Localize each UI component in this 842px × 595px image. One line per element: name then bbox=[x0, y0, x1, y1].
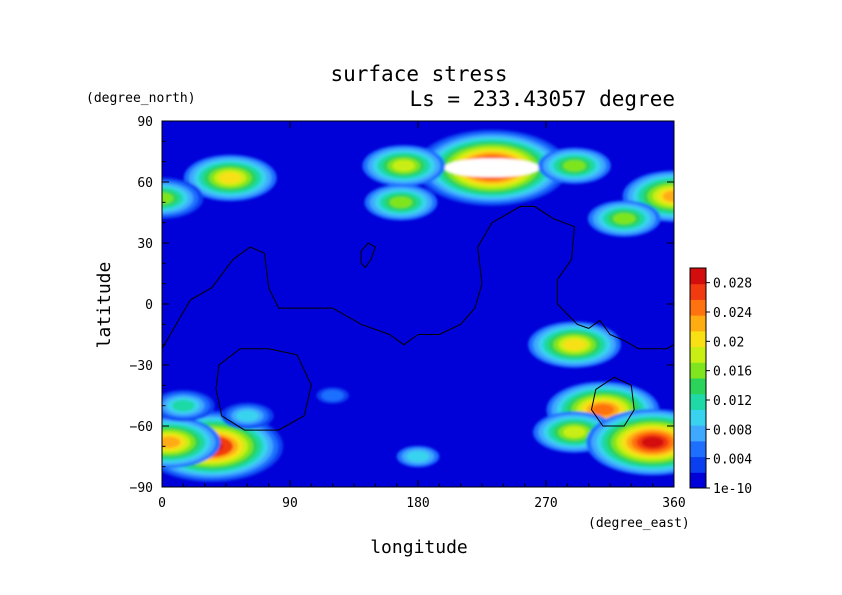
y-tick-label: −90 bbox=[130, 481, 153, 496]
colorbar-label: 0.024 bbox=[713, 306, 752, 321]
x-tick-label: 360 bbox=[662, 496, 685, 511]
colorbar-swatch bbox=[690, 472, 706, 489]
colorbar-label: 0.004 bbox=[713, 453, 752, 468]
colorbar-swatch bbox=[690, 425, 706, 442]
colorbar-swatch bbox=[690, 299, 706, 316]
hotspot-13 bbox=[162, 436, 181, 448]
hotspot-0-saturated bbox=[444, 158, 540, 178]
colorbar-label: 0.012 bbox=[713, 394, 752, 409]
hotspot-10 bbox=[563, 426, 586, 438]
chart-title: surface stress bbox=[330, 62, 507, 86]
hotspot-8 bbox=[563, 339, 586, 351]
hotspot-11 bbox=[641, 436, 664, 448]
colorbar-swatch bbox=[690, 268, 706, 285]
hotspot-4 bbox=[162, 192, 174, 204]
colorbar-swatch bbox=[690, 393, 706, 410]
hotspot-2 bbox=[563, 160, 586, 172]
x-tick-label: 0 bbox=[158, 496, 166, 511]
stress-field bbox=[162, 121, 674, 487]
y-tick-label: 0 bbox=[145, 298, 153, 313]
colorbar-swatch bbox=[690, 378, 706, 395]
colorbar-swatch bbox=[690, 456, 706, 473]
hotspot-16 bbox=[406, 450, 430, 463]
colorbar-swatch bbox=[690, 440, 706, 458]
colorbar-swatch bbox=[690, 315, 706, 332]
x-tick-label: 90 bbox=[282, 496, 298, 511]
colorbar: 0.028 0.024 0.02 0.016 0.012 0.008 0.004 1e-10 bbox=[689, 267, 752, 497]
hotspot-14 bbox=[236, 410, 259, 422]
y-tick-label: −30 bbox=[130, 359, 153, 374]
hotspot-layer bbox=[162, 129, 674, 482]
hotspot-9 bbox=[591, 404, 615, 416]
hotspot-6 bbox=[389, 196, 413, 208]
colorbar-label: 0.02 bbox=[713, 335, 744, 350]
colorbar-label: 0.028 bbox=[713, 277, 752, 292]
y-axis-label: latitude bbox=[94, 262, 115, 349]
contour-line-2 bbox=[215, 348, 312, 431]
x-tick-label: 180 bbox=[406, 496, 429, 511]
colorbar-swatch bbox=[690, 362, 706, 379]
colorbar-swatch bbox=[690, 330, 706, 348]
colorbar-label: 0.008 bbox=[713, 423, 752, 438]
colorbar-swatch bbox=[690, 283, 706, 300]
colorbar-swatch bbox=[690, 409, 706, 426]
contour-line-0 bbox=[162, 205, 674, 350]
colorbar-label: 0.016 bbox=[713, 365, 752, 380]
colorbar-label: 1e-10 bbox=[713, 482, 752, 497]
hotspot-3 bbox=[219, 172, 242, 184]
hotspot-17 bbox=[321, 389, 344, 402]
contour-line-3 bbox=[590, 376, 635, 427]
y-tick-label: 30 bbox=[137, 237, 153, 252]
chart-subtitle: Ls = 233.43057 degree bbox=[409, 87, 675, 111]
y-tick-label: −60 bbox=[130, 420, 153, 435]
coastline-contours bbox=[162, 205, 674, 431]
x-unit-label: (degree_east) bbox=[588, 516, 690, 531]
hotspot-7 bbox=[612, 212, 636, 225]
contour-line-1 bbox=[360, 242, 376, 269]
hotspot-5 bbox=[662, 190, 674, 202]
axes: 0 90 180 270 360 90 60 30 0 −30 −60 −90 bbox=[130, 115, 686, 511]
hotspot-1 bbox=[392, 160, 416, 172]
hotspot-15 bbox=[172, 400, 195, 412]
x-axis-label: longitude bbox=[370, 537, 468, 558]
y-unit-label: (degree_north) bbox=[86, 91, 196, 106]
y-tick-label: 60 bbox=[137, 176, 153, 191]
colorbar-swatch bbox=[690, 346, 706, 363]
x-tick-label: 270 bbox=[534, 496, 557, 511]
colorbar-frame bbox=[689, 267, 707, 489]
y-tick-label: 90 bbox=[137, 115, 153, 130]
